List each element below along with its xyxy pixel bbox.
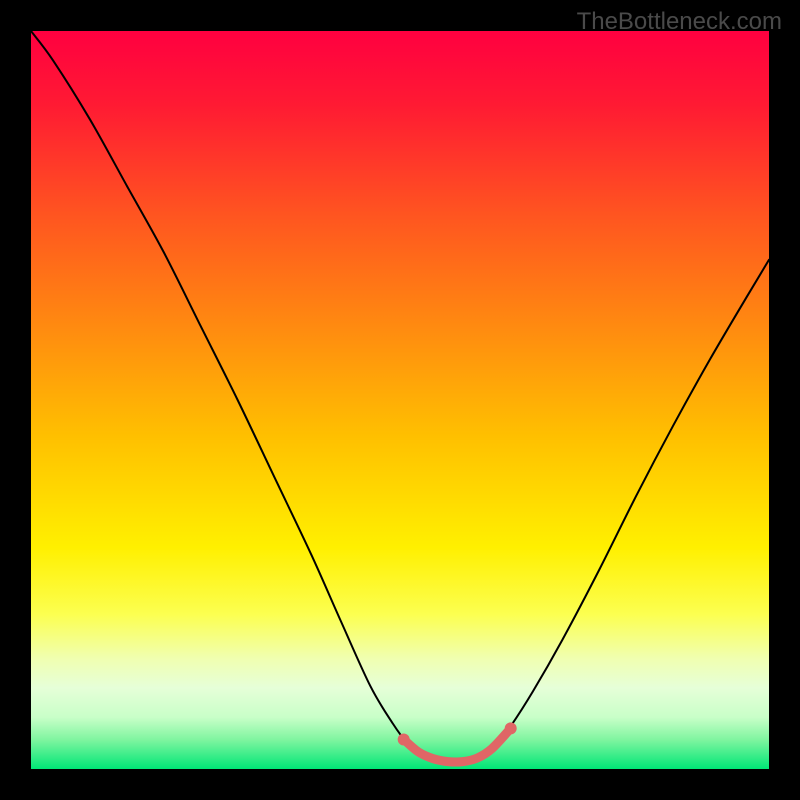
plot-background — [31, 31, 769, 769]
sweet-spot-marker — [505, 722, 517, 734]
bottleneck-chart — [0, 0, 800, 800]
watermark-text: TheBottleneck.com — [577, 8, 782, 36]
sweet-spot-marker — [398, 733, 410, 745]
